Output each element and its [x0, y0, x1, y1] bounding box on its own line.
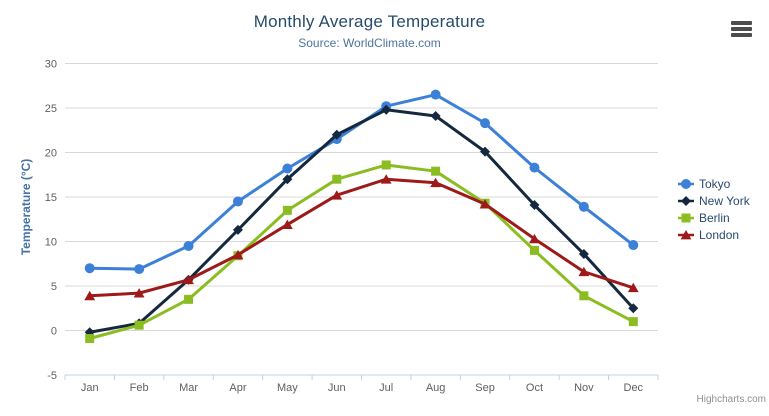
data-point-berlin	[628, 317, 638, 327]
y-axis-tick-label: 10	[45, 237, 57, 249]
x-axis-tick-label: Feb	[130, 382, 149, 394]
data-point-london	[578, 266, 590, 277]
legend-marker-square	[681, 213, 691, 223]
data-point-tokyo	[628, 240, 639, 251]
y-axis-tick-label: 30	[45, 59, 57, 71]
y-axis-tick-label: 0	[51, 326, 57, 338]
data-point-berlin	[381, 160, 391, 170]
data-point-berlin	[431, 166, 441, 176]
data-point-london	[479, 199, 491, 209]
data-point-berlin	[579, 291, 589, 301]
y-axis-tick-label: 5	[51, 281, 57, 293]
data-point-tokyo	[183, 240, 194, 251]
x-axis-tick-label: Mar	[179, 382, 198, 394]
data-point-london	[529, 233, 540, 244]
data-point-london	[232, 249, 244, 260]
credits-link[interactable]: Highcharts.com	[696, 394, 766, 405]
y-axis-tick-label: 15	[45, 192, 57, 204]
x-axis-tick-label: Nov	[574, 382, 594, 394]
series-line-london	[88, 177, 635, 298]
data-point-tokyo	[232, 196, 243, 207]
legend-item-new-york[interactable]: New York	[699, 194, 751, 208]
chart-subtitle: Source: WorldClimate.com	[298, 36, 441, 50]
legend-marker-diamond	[681, 196, 691, 206]
x-axis-tick-label: Jun	[328, 382, 346, 394]
data-point-berlin	[85, 334, 95, 344]
data-point-new-york	[430, 111, 441, 122]
export-menu-button[interactable]	[731, 21, 753, 37]
data-point-tokyo	[84, 263, 95, 274]
x-axis-tick-label: Sep	[475, 382, 495, 394]
data-point-london	[331, 190, 343, 200]
hamburger-icon	[731, 33, 752, 37]
data-point-london	[133, 288, 145, 298]
x-axis-tick-label: Dec	[624, 382, 644, 394]
series-line-berlin	[88, 163, 635, 341]
legend-marker-circle	[681, 179, 691, 189]
legend-item-berlin[interactable]: Berlin	[699, 211, 730, 225]
data-point-berlin	[282, 205, 292, 215]
data-point-tokyo	[430, 89, 441, 100]
data-point-tokyo	[480, 118, 491, 129]
data-point-london	[183, 274, 194, 285]
data-point-new-york	[578, 248, 589, 259]
series-line-new-york	[88, 108, 635, 334]
legend-marker-triangle	[680, 230, 692, 240]
data-point-london	[380, 174, 392, 184]
data-point-new-york	[232, 224, 243, 235]
data-point-new-york	[381, 104, 392, 115]
data-point-tokyo	[134, 264, 145, 275]
hamburger-icon	[731, 21, 752, 25]
x-axis-tick-label: May	[277, 382, 298, 394]
data-point-new-york	[529, 200, 540, 211]
x-axis-tick-label: Oct	[526, 382, 543, 394]
data-point-new-york	[282, 174, 293, 185]
data-point-berlin	[332, 174, 342, 184]
data-point-new-york	[628, 303, 639, 314]
legend-item-london[interactable]: London	[699, 228, 739, 242]
y-axis-tick-label: -5	[47, 370, 57, 382]
data-point-berlin	[184, 294, 194, 304]
data-point-tokyo	[282, 163, 293, 174]
y-axis-title: Temperature (°C)	[19, 158, 33, 256]
data-point-london	[281, 219, 293, 229]
data-point-tokyo	[529, 162, 540, 173]
chart-title: Monthly Average Temperature	[253, 12, 486, 31]
data-point-new-york	[331, 129, 342, 140]
data-point-berlin	[529, 245, 539, 255]
y-axis-tick-label: 20	[45, 148, 57, 160]
data-point-tokyo	[578, 201, 589, 212]
x-axis-tick-label: Aug	[426, 382, 446, 394]
data-point-london	[84, 290, 96, 301]
x-axis-tick-label: Jul	[379, 382, 393, 394]
data-point-berlin	[134, 320, 144, 330]
data-point-london	[430, 177, 442, 188]
data-point-new-york	[480, 146, 491, 157]
x-axis-tick-label: Jan	[81, 382, 99, 394]
hamburger-icon	[731, 27, 752, 31]
legend-item-tokyo[interactable]: Tokyo	[699, 177, 731, 191]
y-axis-tick-label: 25	[45, 103, 57, 115]
data-point-london	[627, 282, 639, 293]
x-axis-tick-label: Apr	[229, 382, 246, 394]
